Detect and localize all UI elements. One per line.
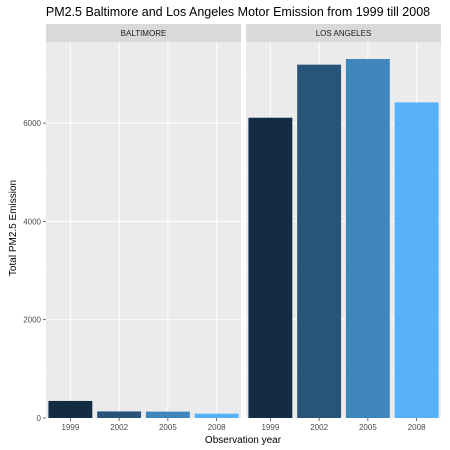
x-tick-label-baltimore-2008: 2008 — [208, 423, 226, 432]
x-tick-label-baltimore-2005: 2005 — [159, 423, 177, 432]
bar-baltimore-2008 — [194, 413, 239, 418]
x-tick-label-baltimore-1999: 1999 — [61, 423, 79, 432]
y-tick-label-4000: 4000 — [23, 217, 41, 226]
bar-los-angeles-2002 — [297, 64, 342, 419]
facet-strip-baltimore — [46, 24, 241, 42]
y-tick-label-0: 0 — [37, 414, 42, 423]
x-axis-title: Observation year — [205, 435, 282, 446]
chart-title: PM2.5 Baltimore and Los Angeles Motor Em… — [46, 5, 430, 19]
x-tick-label-los-angeles-2002: 2002 — [310, 423, 328, 432]
x-tick-label-los-angeles-1999: 1999 — [261, 423, 279, 432]
x-tick-label-baltimore-2002: 2002 — [110, 423, 128, 432]
bar-los-angeles-2008 — [394, 102, 439, 418]
y-tick-label-6000: 6000 — [23, 119, 41, 128]
bar-los-angeles-1999 — [248, 117, 293, 418]
x-tick-label-los-angeles-2005: 2005 — [359, 423, 377, 432]
bar-baltimore-2002 — [97, 411, 142, 418]
bar-los-angeles-2005 — [345, 59, 390, 418]
facet-label-baltimore: BALTIMORE — [121, 29, 167, 38]
bar-baltimore-1999 — [48, 400, 93, 418]
facet-label-los-angeles: LOS ANGELES — [316, 29, 372, 38]
panel-background-baltimore — [46, 42, 241, 418]
x-tick-label-los-angeles-2008: 2008 — [408, 423, 426, 432]
bar-baltimore-2005 — [145, 411, 190, 418]
facet-strip-los-angeles — [246, 24, 441, 42]
y-axis-title: Total PM2.5 Emission — [8, 180, 19, 276]
y-tick-label-2000: 2000 — [23, 316, 41, 325]
